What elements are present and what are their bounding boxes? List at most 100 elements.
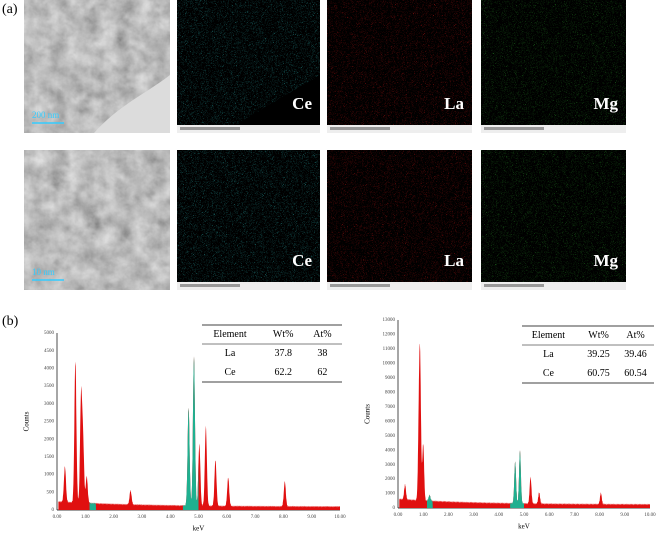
y-tick-label: 4000 bbox=[385, 448, 396, 453]
y-tick-label: 4000 bbox=[44, 367, 55, 372]
map-scale bbox=[180, 284, 240, 287]
table-header: Wt% bbox=[273, 329, 294, 340]
x-tick-label: 7.00 bbox=[570, 513, 579, 518]
map-footer bbox=[481, 282, 626, 290]
y-tick-label: 2500 bbox=[44, 420, 55, 425]
y-tick-label: 2000 bbox=[44, 437, 55, 442]
x-tick-label: 2.00 bbox=[444, 513, 453, 518]
spectrum-highlight bbox=[426, 494, 433, 508]
y-tick-label: 8000 bbox=[385, 390, 396, 395]
map-tint bbox=[327, 150, 472, 282]
x-tick-label: 4.00 bbox=[166, 515, 175, 520]
map-scale bbox=[484, 127, 544, 130]
x-tick-label: 3.00 bbox=[138, 515, 147, 520]
x-tick-label: 8.00 bbox=[595, 513, 604, 518]
table-header: Element bbox=[532, 330, 566, 341]
map-scale bbox=[180, 127, 240, 130]
table-cell: Ce bbox=[543, 368, 555, 379]
table-cell: 60.54 bbox=[624, 368, 647, 379]
table-header: Wt% bbox=[588, 330, 609, 341]
table-cell: 60.75 bbox=[587, 368, 610, 379]
y-tick-label: 3000 bbox=[44, 402, 55, 407]
map-tint bbox=[327, 0, 472, 125]
map-speckle bbox=[481, 150, 626, 282]
table-cell: 38 bbox=[317, 348, 327, 359]
x-tick-label: 2.00 bbox=[109, 515, 118, 520]
x-tick-label: 0.00 bbox=[394, 513, 403, 518]
panel-label: (a) bbox=[2, 2, 18, 17]
x-tick-label: 3.00 bbox=[469, 513, 478, 518]
y-tick-label: 11000 bbox=[383, 347, 396, 352]
tem-background bbox=[94, 75, 170, 133]
y-tick-label: 9000 bbox=[385, 376, 396, 381]
x-tick-label: 1.00 bbox=[81, 515, 90, 520]
x-tick-label: 1.00 bbox=[419, 513, 428, 518]
y-tick-label: 5000 bbox=[44, 331, 55, 336]
table-header: At% bbox=[313, 329, 331, 340]
y-axis-title: Counts bbox=[364, 404, 372, 424]
x-tick-label: 9.00 bbox=[620, 513, 629, 518]
table-cell: 39.25 bbox=[587, 349, 610, 360]
table-cell: Ce bbox=[224, 367, 236, 378]
map-element-label: La bbox=[444, 94, 464, 113]
table-header: Element bbox=[213, 329, 247, 340]
map-tint bbox=[481, 150, 626, 282]
map-scale bbox=[484, 284, 544, 287]
map-footer bbox=[327, 125, 472, 133]
y-tick-label: 1500 bbox=[44, 455, 55, 460]
map-speckle bbox=[481, 0, 626, 125]
map-element-label: Ce bbox=[292, 94, 312, 113]
table-cell: La bbox=[225, 348, 236, 359]
spectrum bbox=[399, 343, 650, 508]
x-tick-label: 9.00 bbox=[307, 515, 316, 520]
map-element-label: Mg bbox=[593, 251, 618, 270]
table-cell: 39.46 bbox=[624, 349, 647, 360]
map-void bbox=[237, 75, 320, 125]
x-tick-label: 10.00 bbox=[644, 513, 656, 518]
map-speckle bbox=[327, 150, 472, 282]
y-tick-label: 1000 bbox=[385, 492, 396, 497]
y-axis-title: Counts bbox=[23, 411, 31, 431]
x-tick-label: 5.00 bbox=[520, 513, 529, 518]
y-tick-label: 13000 bbox=[383, 318, 396, 323]
spectrum-highlight bbox=[182, 356, 199, 510]
x-tick-label: 10.00 bbox=[334, 515, 346, 520]
map-element-label: Ce bbox=[292, 251, 312, 270]
table-header: At% bbox=[626, 330, 644, 341]
y-tick-label: 7000 bbox=[385, 405, 396, 410]
x-tick-label: 5.00 bbox=[194, 515, 203, 520]
y-tick-label: 3500 bbox=[44, 384, 55, 389]
map-footer bbox=[177, 125, 320, 133]
spectrum bbox=[58, 356, 341, 510]
map-speckle bbox=[177, 150, 320, 282]
table-cell: 62.2 bbox=[274, 367, 292, 378]
map-element-label: La bbox=[444, 251, 464, 270]
x-tick-label: 6.00 bbox=[545, 513, 554, 518]
spectrum-highlight bbox=[89, 502, 97, 510]
table-cell: 37.8 bbox=[274, 348, 292, 359]
x-tick-label: 7.00 bbox=[251, 515, 260, 520]
y-tick-label: 0 bbox=[52, 508, 55, 513]
x-tick-label: 0.00 bbox=[53, 515, 62, 520]
map-tint bbox=[177, 150, 320, 282]
map-scale bbox=[330, 127, 390, 130]
y-tick-label: 6000 bbox=[385, 419, 396, 424]
map-footer bbox=[177, 282, 320, 290]
x-tick-label: 4.00 bbox=[494, 513, 503, 518]
y-tick-label: 1000 bbox=[44, 473, 55, 478]
map-speckle bbox=[327, 0, 472, 125]
map-footer bbox=[327, 282, 472, 290]
x-tick-label: 6.00 bbox=[222, 515, 231, 520]
table-cell: La bbox=[543, 349, 554, 360]
map-scale bbox=[330, 284, 390, 287]
y-tick-label: 3000 bbox=[385, 463, 396, 468]
y-tick-label: 12000 bbox=[383, 333, 396, 338]
y-tick-label: 2000 bbox=[385, 477, 396, 482]
scale-bar-label: 200 nm bbox=[32, 110, 59, 120]
x-tick-label: 8.00 bbox=[279, 515, 288, 520]
y-tick-label: 0 bbox=[393, 506, 396, 511]
map-footer bbox=[481, 125, 626, 133]
map-element-label: Mg bbox=[593, 94, 618, 113]
y-tick-label: 10000 bbox=[383, 362, 396, 367]
